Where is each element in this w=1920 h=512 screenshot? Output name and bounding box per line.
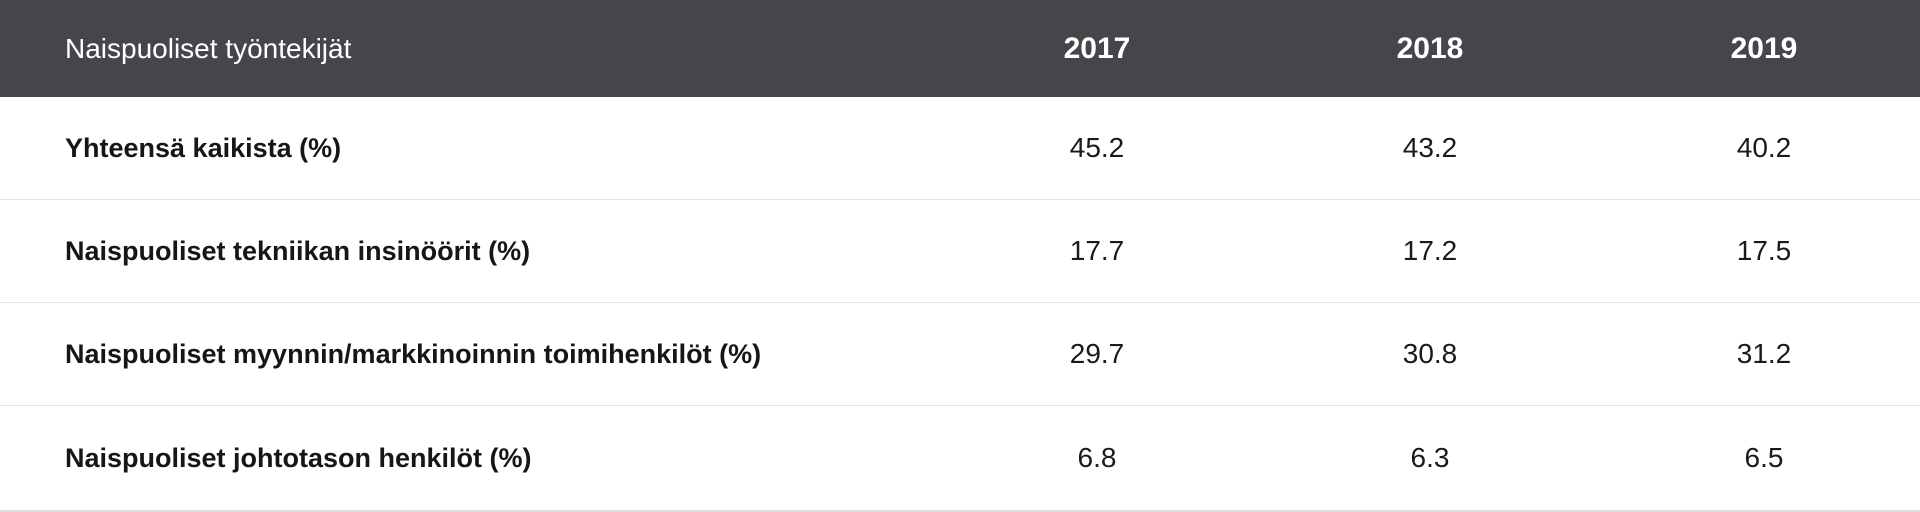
table-row: Naispuoliset tekniikan insinöörit (%) 17… xyxy=(0,200,1920,303)
row-label: Yhteensä kaikista (%) xyxy=(65,132,342,163)
header-year-2017: 2017 xyxy=(1063,31,1131,65)
row-value-2018: 43.2 xyxy=(1402,132,1458,163)
row-label: Naispuoliset tekniikan insinöörit (%) xyxy=(65,235,531,266)
table-row: Yhteensä kaikista (%) 45.2 43.2 40.2 xyxy=(0,97,1920,200)
table-header-row: Naispuoliset työntekijät 2017 2018 2019 xyxy=(0,0,1920,97)
row-value-2019: 31.2 xyxy=(1736,338,1792,369)
row-value-2017: 29.7 xyxy=(1069,338,1125,369)
header-year-2018: 2018 xyxy=(1396,31,1464,65)
row-value-2019: 17.5 xyxy=(1736,235,1792,266)
row-value-2017: 6.8 xyxy=(1077,442,1117,473)
row-value-2019: 40.2 xyxy=(1736,132,1792,163)
header-label: Naispuoliset työntekijät xyxy=(65,32,352,64)
row-label: Naispuoliset myynnin/markkinoinnin toimi… xyxy=(65,338,762,369)
row-label: Naispuoliset johtotason henkilöt (%) xyxy=(65,442,532,473)
table-row: Naispuoliset myynnin/markkinoinnin toimi… xyxy=(0,303,1920,406)
row-value-2018: 17.2 xyxy=(1402,235,1458,266)
row-value-2017: 17.7 xyxy=(1069,235,1125,266)
row-value-2017: 45.2 xyxy=(1069,132,1125,163)
header-year-2019: 2019 xyxy=(1730,31,1798,65)
table-row: Naispuoliset johtotason henkilöt (%) 6.8… xyxy=(0,406,1920,512)
row-value-2019: 6.5 xyxy=(1744,442,1784,473)
row-value-2018: 30.8 xyxy=(1402,338,1458,369)
row-value-2018: 6.3 xyxy=(1410,442,1450,473)
